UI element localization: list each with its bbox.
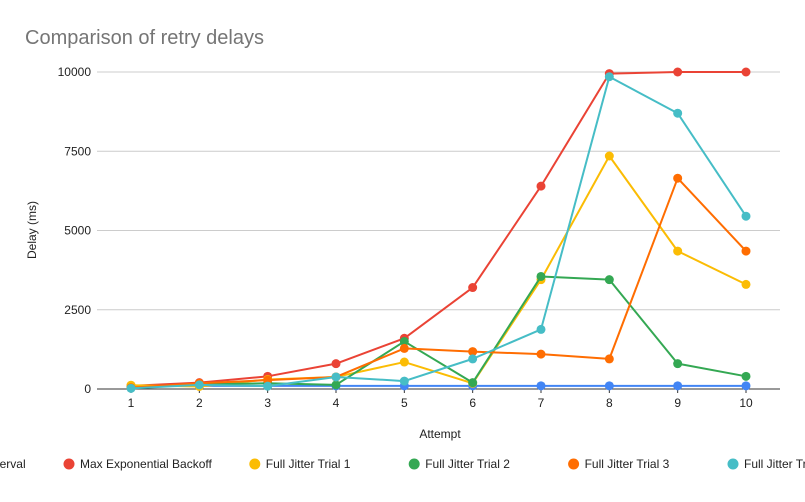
legend-item: Max Exponential Backoff xyxy=(64,457,213,471)
data-point xyxy=(742,247,751,256)
legend-swatch xyxy=(64,459,75,470)
data-point xyxy=(468,378,477,387)
data-point xyxy=(742,372,751,381)
data-point xyxy=(673,247,682,256)
legend: Fixed Interval Max Exponential Backoff Ful… xyxy=(0,457,805,471)
legend-item: Full Jitter Trial 3 xyxy=(568,457,670,471)
chart-title: Comparison of retry delays xyxy=(25,27,264,49)
data-point xyxy=(605,152,614,161)
y-axis-title: Delay (ms) xyxy=(25,201,39,259)
legend-item: Full Jitter Trial 1 xyxy=(249,457,351,471)
y-tick-label: 0 xyxy=(84,382,91,396)
data-point xyxy=(400,377,409,386)
legend-label: Full Jitter Trial 2 xyxy=(425,457,510,471)
legend-label: Full Jitter Trial 3 xyxy=(585,457,670,471)
legend-label: Full Jitter Trial 1 xyxy=(266,457,351,471)
data-point xyxy=(537,272,546,281)
x-tick-label: 10 xyxy=(739,396,753,410)
data-point xyxy=(673,68,682,77)
series-full-jitter-trial-2 xyxy=(127,272,751,393)
data-point xyxy=(742,212,751,221)
y-tick-label: 7500 xyxy=(64,144,91,158)
legend-swatch xyxy=(409,459,420,470)
series-full-jitter-trial-1 xyxy=(127,152,751,391)
axes: 0 2500 5000 7500 10000 1 2 3 4 5 6 7 8 9 10 xyxy=(58,65,780,410)
data-point xyxy=(605,275,614,284)
legend-swatch xyxy=(568,459,579,470)
series-line xyxy=(131,178,746,388)
data-point xyxy=(673,174,682,183)
x-tick-label: 4 xyxy=(333,396,340,410)
legend-item: Fixed Interval xyxy=(0,457,26,471)
data-point xyxy=(742,68,751,77)
data-point xyxy=(742,381,751,390)
legend-swatch xyxy=(249,459,260,470)
series-full-jitter-trial-3 xyxy=(127,174,751,393)
y-tick-label: 10000 xyxy=(58,65,92,79)
data-point xyxy=(673,109,682,118)
data-point xyxy=(537,325,546,334)
x-axis-title: Attempt xyxy=(419,427,461,441)
x-tick-label: 1 xyxy=(128,396,135,410)
legend-item: Full Jitter Trial 4 xyxy=(728,457,805,471)
legend-item: Full Jitter Trial 2 xyxy=(409,457,511,471)
data-point xyxy=(605,72,614,81)
x-tick-label: 9 xyxy=(674,396,681,410)
data-point xyxy=(195,380,204,389)
series-line xyxy=(131,72,746,386)
data-point xyxy=(605,381,614,390)
data-point xyxy=(263,382,272,391)
data-point xyxy=(742,280,751,289)
series-line xyxy=(131,77,746,389)
x-tick-label: 6 xyxy=(469,396,476,410)
data-point xyxy=(537,381,546,390)
x-tick-label: 5 xyxy=(401,396,408,410)
series-line xyxy=(131,156,746,386)
data-point xyxy=(537,350,546,359)
data-point xyxy=(673,381,682,390)
legend-label: Fixed Interval xyxy=(0,457,26,471)
data-point xyxy=(332,372,341,381)
x-tick-label: 2 xyxy=(196,396,203,410)
x-tick-label: 7 xyxy=(538,396,545,410)
gridlines xyxy=(97,72,780,310)
data-point xyxy=(673,359,682,368)
data-point xyxy=(537,182,546,191)
data-point xyxy=(468,283,477,292)
x-tick-label: 8 xyxy=(606,396,613,410)
y-tick-label: 5000 xyxy=(64,224,91,238)
legend-label: Full Jitter Trial 4 xyxy=(744,457,805,471)
data-point xyxy=(127,384,136,393)
data-point xyxy=(332,380,341,389)
data-point xyxy=(605,354,614,363)
legend-swatch xyxy=(728,459,739,470)
legend-label: Max Exponential Backoff xyxy=(80,457,213,471)
y-tick-label: 2500 xyxy=(64,303,91,317)
data-point xyxy=(332,359,341,368)
data-point xyxy=(400,358,409,367)
series-max-exponential-backoff xyxy=(127,68,751,391)
series-line xyxy=(131,276,746,388)
x-tick-label: 3 xyxy=(264,396,271,410)
data-point xyxy=(400,344,409,353)
data-point xyxy=(468,354,477,363)
